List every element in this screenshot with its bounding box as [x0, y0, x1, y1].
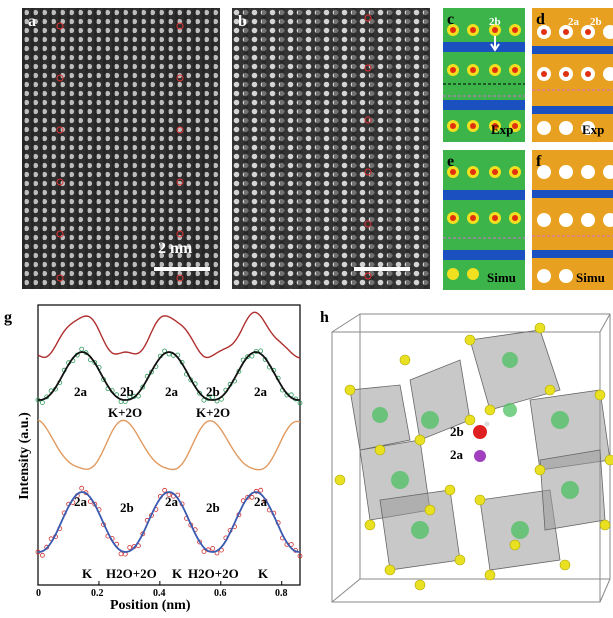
data-point [118, 551, 124, 557]
panel-label-h: h [320, 309, 329, 326]
x-tick-1: 0.2 [91, 588, 104, 599]
x-tick-3: 0.6 [214, 588, 227, 599]
panel-label-g: g [4, 309, 12, 326]
lower-species-label: H2O+2O [106, 566, 157, 581]
scalebar-a [154, 267, 210, 271]
plot-frame [37, 304, 301, 586]
data-point [79, 485, 85, 491]
data-point [249, 494, 255, 500]
map-e-graphic [443, 150, 525, 290]
tag-exp-c: Exp [491, 122, 514, 137]
lower-site-label: 2b [206, 500, 220, 515]
data-point [201, 549, 207, 554]
crystal-structure [331, 313, 613, 603]
data-point [297, 400, 303, 406]
x-tick-0: 0 [36, 588, 41, 599]
panel-label-a: a [28, 13, 36, 30]
series-black-fit [38, 351, 300, 401]
marker-2b-d: 2b [590, 16, 602, 28]
map-c-graphic [443, 8, 525, 142]
data-point [40, 400, 45, 406]
tag-simu-e: Simu [487, 270, 516, 285]
series-blue-fit [37, 491, 301, 553]
data-point [79, 346, 85, 352]
data-point [162, 487, 168, 493]
lower-species-label: K [82, 566, 93, 581]
x-tick-4: 0.8 [275, 588, 288, 599]
map-e: e Simu [443, 150, 525, 290]
x-axis-title: Position (nm) [110, 598, 191, 613]
data-point [245, 354, 251, 360]
upper-species-label: K+2O [196, 405, 231, 420]
data-point [40, 552, 45, 558]
upper-species-label: K+2O [108, 405, 143, 420]
stem-image-a: a 2 nm [22, 8, 220, 289]
upper-site-label: 2a [254, 384, 267, 399]
stem-lattice-a [22, 8, 220, 289]
lower-species-label: H2O+2O [188, 566, 239, 581]
stem-lattice-b [232, 8, 430, 289]
tag-simu-f: Simu [576, 270, 605, 285]
panel-label-e: e [447, 153, 455, 170]
series-orange [37, 419, 301, 471]
upper-site-label: 2b [206, 384, 220, 399]
upper-site-label: 2a [165, 384, 178, 399]
map-f-graphic [532, 150, 613, 290]
lower-species-label: K [172, 566, 183, 581]
tag-exp-d: Exp [582, 122, 605, 137]
marker-2b-c: 2b [489, 16, 501, 28]
x-tick-2: 0.4 [153, 588, 166, 599]
map-c: c 2b Exp [443, 8, 525, 142]
lower-site-label: 2b [120, 500, 134, 515]
data-point [258, 487, 264, 493]
stem-image-b: b [232, 8, 430, 289]
panel-label-c: c [447, 11, 455, 28]
map-d: d 2a 2b Exp [532, 8, 613, 142]
x-axis-ticks [37, 581, 283, 585]
panel-label-d: d [536, 11, 545, 28]
series-red [37, 311, 301, 359]
upper-site-label: 2a [74, 384, 87, 399]
lower-site-label: 2a [254, 494, 267, 509]
data-point [210, 546, 216, 551]
data-point [297, 553, 303, 559]
panel-label-f: f [536, 153, 542, 170]
lower-site-label: 2a [74, 494, 87, 509]
lower-site-label: 2a [165, 494, 178, 509]
site-label-2b: 2b [450, 424, 464, 439]
panel-label-b: b [238, 13, 247, 30]
map-d-graphic [532, 8, 613, 142]
data-point [140, 384, 146, 390]
upper-site-label: 2b [120, 384, 134, 399]
site-label-2a: 2a [450, 447, 463, 462]
marker-2a-d: 2a [568, 16, 579, 28]
map-f: f Simu [532, 150, 613, 290]
scalebar-label: 2 nm [158, 240, 193, 257]
data-point [197, 390, 203, 396]
scalebar-b [354, 267, 410, 271]
lower-species-label: K [258, 566, 269, 581]
data-point [127, 545, 133, 550]
